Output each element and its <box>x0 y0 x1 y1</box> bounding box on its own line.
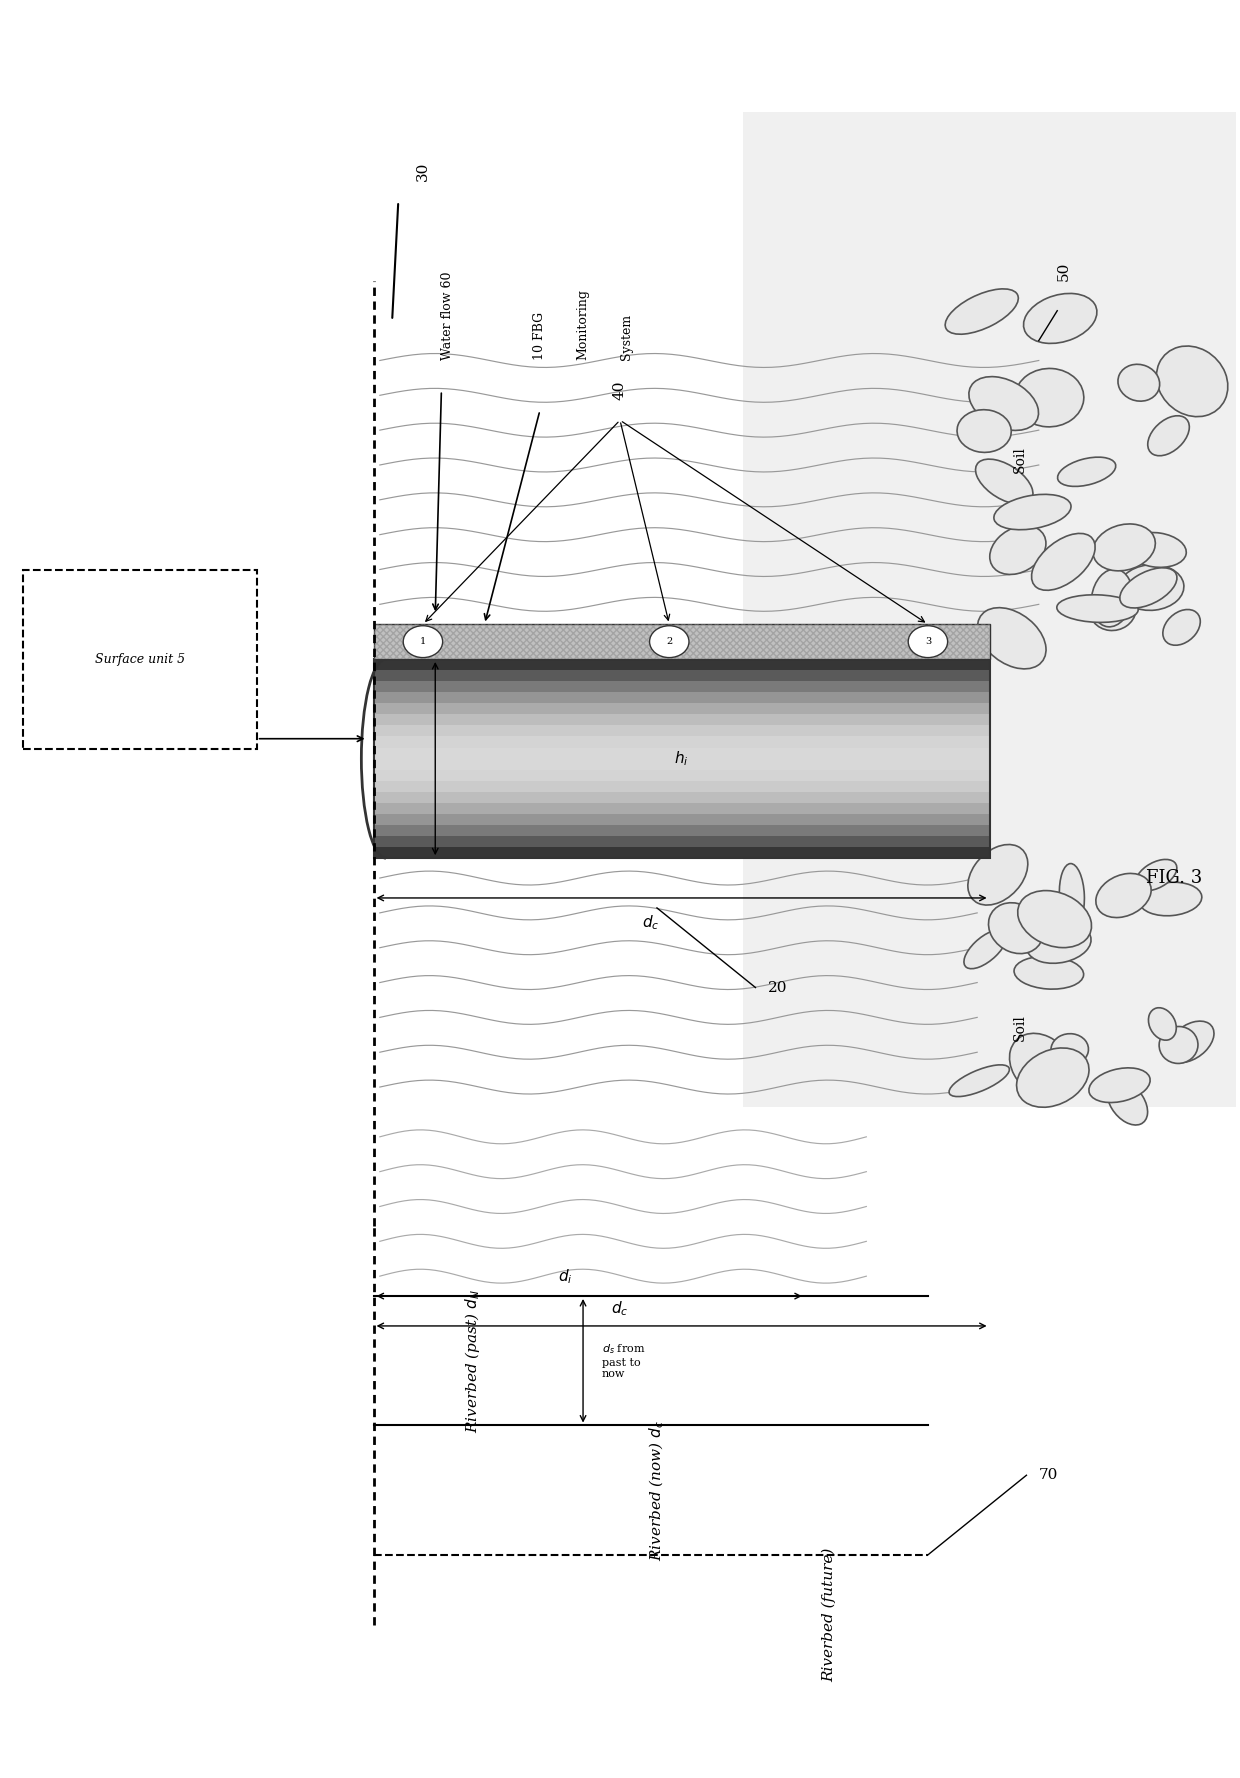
Text: 50: 50 <box>1056 261 1070 281</box>
Ellipse shape <box>957 409 1012 452</box>
Text: 40: 40 <box>613 380 627 400</box>
FancyBboxPatch shape <box>22 569 257 749</box>
Ellipse shape <box>968 377 1039 430</box>
Ellipse shape <box>1018 891 1091 948</box>
Text: Water flow 60: Water flow 60 <box>441 272 454 361</box>
Bar <box>373 836 990 846</box>
Ellipse shape <box>945 288 1018 334</box>
Text: 10 FBG: 10 FBG <box>533 313 547 361</box>
Text: System: System <box>620 315 632 361</box>
Text: $h_i$: $h_i$ <box>675 749 689 768</box>
Ellipse shape <box>1014 957 1084 989</box>
Text: Riverbed (past) $d_N$: Riverbed (past) $d_N$ <box>463 1289 481 1433</box>
Ellipse shape <box>1092 525 1156 571</box>
Bar <box>373 814 990 825</box>
Bar <box>373 715 990 725</box>
Ellipse shape <box>1120 567 1177 608</box>
Ellipse shape <box>976 459 1033 505</box>
Ellipse shape <box>1148 1008 1177 1040</box>
Ellipse shape <box>990 526 1045 574</box>
Bar <box>373 781 990 791</box>
Bar <box>373 660 990 859</box>
Text: $d_i$: $d_i$ <box>558 1268 573 1285</box>
Bar <box>373 725 990 736</box>
Bar <box>743 112 1240 1108</box>
Ellipse shape <box>977 608 1047 669</box>
Bar <box>373 804 990 814</box>
Ellipse shape <box>988 903 1043 953</box>
Bar <box>373 770 990 781</box>
Ellipse shape <box>1167 1021 1214 1063</box>
Ellipse shape <box>1056 596 1138 622</box>
Text: 70: 70 <box>1039 1469 1058 1483</box>
Bar <box>373 736 990 747</box>
Text: 30: 30 <box>415 162 430 181</box>
Ellipse shape <box>1118 364 1159 402</box>
Bar <box>373 681 990 692</box>
Bar <box>373 846 990 859</box>
Ellipse shape <box>1014 368 1084 427</box>
Text: 20: 20 <box>768 980 787 994</box>
Bar <box>373 692 990 704</box>
Circle shape <box>650 626 689 658</box>
Ellipse shape <box>968 845 1028 905</box>
Text: 3: 3 <box>925 637 931 645</box>
Text: 2: 2 <box>666 637 672 645</box>
Ellipse shape <box>1032 533 1095 590</box>
Ellipse shape <box>1107 1081 1147 1125</box>
Ellipse shape <box>1136 859 1177 891</box>
Ellipse shape <box>1017 1047 1089 1108</box>
Text: $d_c$: $d_c$ <box>611 1300 629 1317</box>
Bar <box>373 759 990 770</box>
Ellipse shape <box>949 1065 1009 1097</box>
Text: $d_c$: $d_c$ <box>642 912 660 932</box>
Bar <box>373 624 990 660</box>
Text: 1: 1 <box>420 637 427 645</box>
Ellipse shape <box>994 494 1071 530</box>
Ellipse shape <box>1148 416 1189 455</box>
Bar <box>373 624 990 660</box>
Ellipse shape <box>963 930 1007 969</box>
Ellipse shape <box>1157 347 1228 416</box>
Bar <box>373 825 990 836</box>
Ellipse shape <box>1023 293 1097 343</box>
Ellipse shape <box>1096 873 1151 917</box>
Text: Riverbed (now) $d_c$: Riverbed (now) $d_c$ <box>647 1419 666 1561</box>
Ellipse shape <box>1163 610 1200 645</box>
Ellipse shape <box>1059 864 1085 926</box>
Bar <box>373 791 990 804</box>
Ellipse shape <box>1118 565 1184 610</box>
Bar <box>373 660 990 670</box>
Ellipse shape <box>1003 909 1058 957</box>
Ellipse shape <box>1027 923 1091 964</box>
Ellipse shape <box>1091 569 1132 628</box>
Text: Monitoring: Monitoring <box>577 290 589 361</box>
Ellipse shape <box>1126 533 1187 567</box>
Ellipse shape <box>1009 1033 1074 1097</box>
Bar <box>373 747 990 759</box>
Text: Surface unit 5: Surface unit 5 <box>94 653 185 665</box>
Ellipse shape <box>1052 1033 1089 1065</box>
Ellipse shape <box>1140 882 1202 916</box>
Text: FIG. 3: FIG. 3 <box>1146 869 1203 887</box>
Bar <box>373 704 990 715</box>
Text: Soil: Soil <box>1013 1013 1027 1040</box>
Circle shape <box>403 626 443 658</box>
Ellipse shape <box>1089 1069 1151 1102</box>
Text: Soil: Soil <box>1013 446 1027 473</box>
Bar <box>373 670 990 681</box>
Ellipse shape <box>1058 457 1116 487</box>
Text: $d_s$ from
past to
now: $d_s$ from past to now <box>601 1342 645 1380</box>
Ellipse shape <box>1159 1026 1198 1063</box>
Text: Riverbed (future): Riverbed (future) <box>822 1547 837 1682</box>
Ellipse shape <box>1090 589 1136 631</box>
Circle shape <box>908 626 947 658</box>
